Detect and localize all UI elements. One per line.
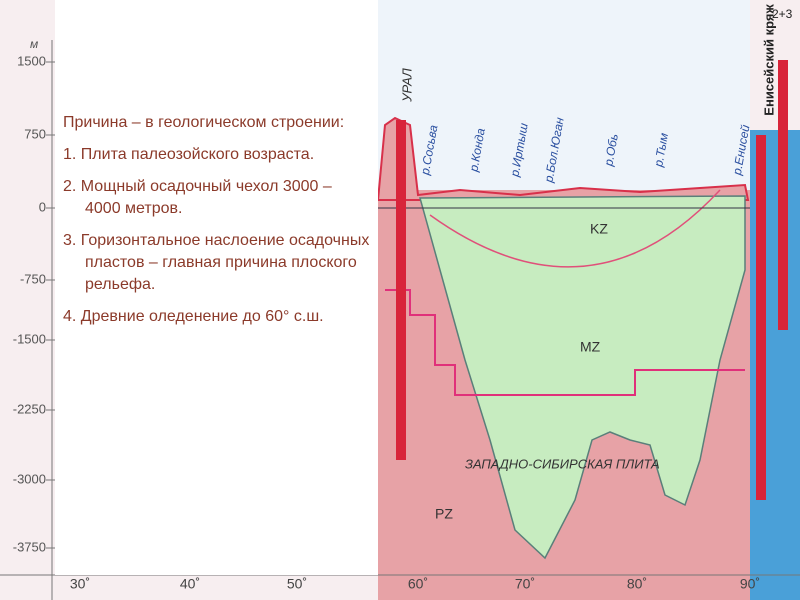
text-box: Причина – в геологическом строении: 1. П…: [55, 0, 378, 575]
x-tick-label: 60˚: [408, 576, 428, 592]
ridge-label: Енисейский кряж: [761, 4, 776, 116]
layer: KZ: [590, 221, 608, 237]
kz-boundary: [429, 189, 721, 268]
x-tick-label: 90˚: [740, 576, 760, 592]
corner-label: 2+3: [772, 7, 793, 21]
layer: PZ: [435, 506, 453, 522]
unit: м: [30, 37, 38, 51]
ural-label: УРАЛ: [399, 68, 414, 103]
yenisei-bar-2: [778, 60, 788, 330]
text-item: 4. Древние оледенение до 60° с.ш.: [63, 308, 324, 325]
text-item: 2. Мощный осадочный чехол 3000 – 4000 ме…: [63, 178, 332, 217]
y-tick-label: -2250: [13, 401, 46, 416]
x-tick-label: 80˚: [627, 576, 647, 592]
layer: MZ: [580, 339, 601, 355]
plate-label: ЗАПАДНО-СИБИРСКАЯ ПЛИТА: [465, 456, 660, 471]
x-tick-label: 30˚: [70, 576, 90, 592]
river-label: р.Обь: [601, 133, 621, 168]
y-tick-label: -1500: [13, 331, 46, 346]
y-tick-label: 1500: [17, 53, 46, 68]
basin: [419, 195, 746, 560]
y-tick-label: 750: [24, 126, 46, 141]
x-tick-label: 70˚: [515, 576, 535, 592]
x-tick-label: 40˚: [180, 576, 200, 592]
relief: [376, 116, 750, 201]
yenisei-bar: [756, 135, 766, 500]
y-tick-label: -3750: [13, 539, 46, 554]
y-tick-label: 0: [39, 199, 46, 214]
text-item: Причина – в геологическом строении:: [63, 114, 345, 131]
y-tick-label: -750: [20, 271, 46, 286]
text-item: 1. Плита палеозойского возраста.: [63, 146, 315, 163]
ural-bar: [396, 120, 406, 460]
river-label: р.Тым: [651, 132, 671, 169]
isoline: [385, 289, 745, 396]
text-item: 3. Горизонтальное наслоение осадочных пл…: [63, 232, 370, 293]
y-tick-label: -3000: [13, 471, 46, 486]
x-tick-label: 50˚: [287, 576, 307, 592]
